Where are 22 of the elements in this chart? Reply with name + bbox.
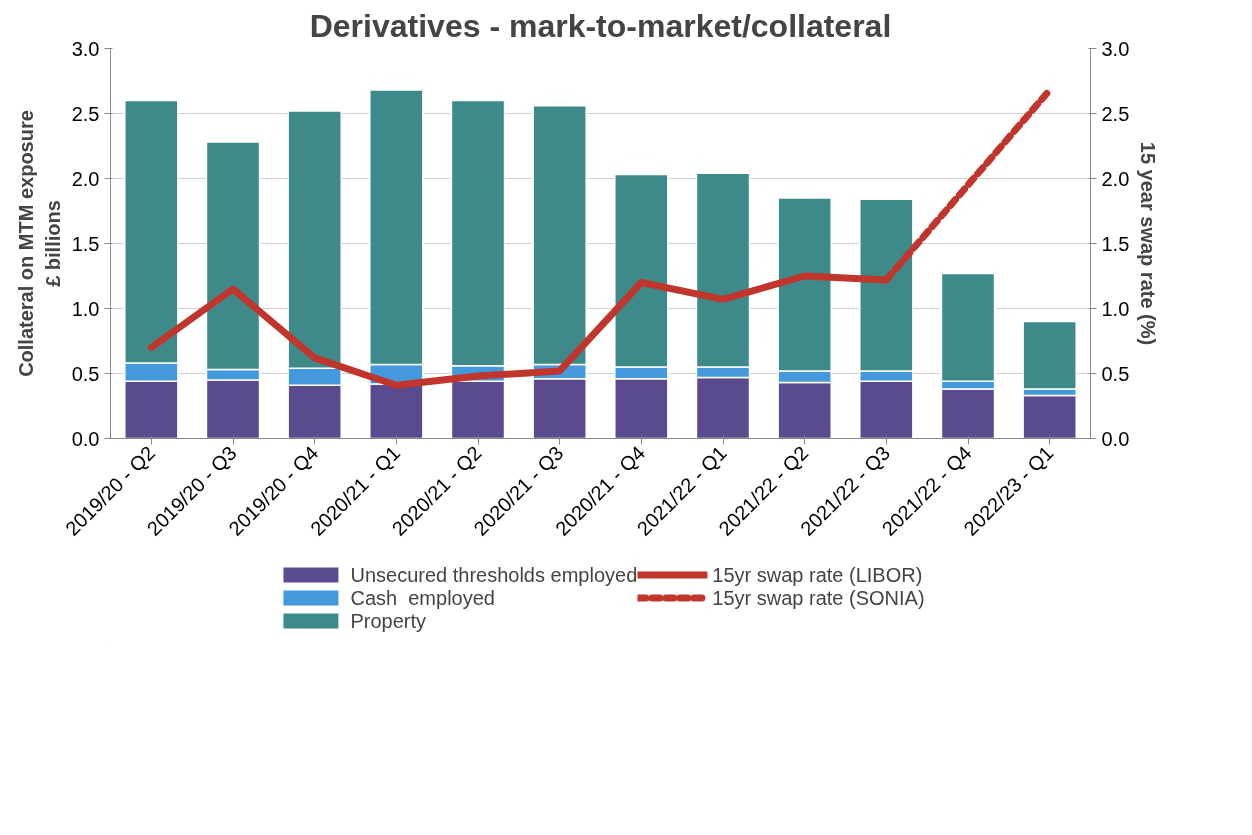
chart-title: Derivatives - mark-to-market/collateral: [309, 7, 892, 44]
y2-tick-label: 2.5: [1101, 102, 1130, 125]
y2-tick-label: 2.0: [1101, 167, 1130, 190]
legend-label: Unsecured thresholds employed: [350, 563, 638, 586]
y-tick-label: 2.5: [71, 102, 100, 125]
y-tick-label: 0.0: [71, 427, 100, 450]
y2-tick-label: 1.0: [1101, 297, 1130, 320]
y-tick-label: 2.0: [71, 167, 100, 190]
legend-label: 15yr swap rate (LIBOR): [712, 563, 923, 586]
y-tick-label: 3.0: [71, 37, 100, 60]
y-tick-label: 1.0: [71, 297, 100, 320]
legend-label: Cash employed: [350, 586, 495, 609]
legend-label: 15yr swap rate (SONIA): [712, 586, 925, 609]
y2-tick-label: 1.5: [1101, 232, 1130, 255]
y-tick-label: 1.5: [71, 232, 100, 255]
y2-axis-title: 15 year swap rate (%): [1137, 141, 1160, 346]
y-axis-title: Collateral on MTM exposure £ billions: [15, 110, 64, 377]
y2-tick-label: 3.0: [1101, 37, 1130, 60]
legend-label: Property: [350, 609, 427, 632]
y-tick-label: 0.5: [71, 362, 100, 385]
y2-tick-label: 0.0: [1101, 427, 1130, 450]
y2-tick-label: 0.5: [1101, 362, 1130, 385]
